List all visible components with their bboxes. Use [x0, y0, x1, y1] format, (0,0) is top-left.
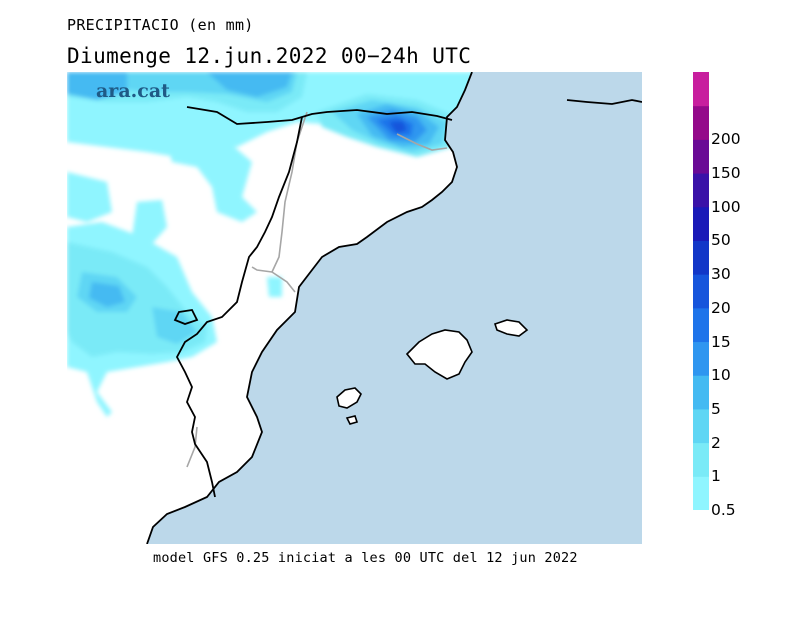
map-title: PRECIPITACIO (en mm) — [67, 16, 254, 34]
legend-swatch — [693, 173, 709, 208]
model-footer: model GFS 0.25 iniciat a les 00 UTC del … — [153, 550, 578, 566]
precipitation-legend — [693, 72, 709, 510]
legend-swatch — [693, 442, 709, 477]
legend-label: 0.5 — [711, 501, 736, 519]
legend-swatch — [693, 341, 709, 376]
legend-label: 100 — [711, 197, 741, 216]
coastlines — [146, 72, 642, 544]
legend-label: 20 — [711, 298, 731, 317]
legend-label: 15 — [711, 332, 731, 351]
legend-swatch — [693, 375, 709, 410]
legend-label: 150 — [711, 164, 741, 183]
legend-label: 10 — [711, 366, 731, 385]
legend-swatch — [693, 105, 709, 140]
legend-swatch — [693, 476, 709, 510]
legend-swatch — [693, 139, 709, 174]
legend-label: 2 — [711, 433, 721, 452]
legend-label: 5 — [711, 399, 721, 418]
precipitation-map — [67, 72, 642, 544]
balearic-islands — [336, 319, 529, 425]
legend-swatch — [693, 206, 709, 241]
legend-label: 30 — [711, 265, 731, 284]
legend-label: 200 — [711, 130, 741, 149]
regional-borders — [186, 111, 448, 468]
legend-swatch — [693, 408, 709, 444]
sea-area — [147, 72, 642, 544]
map-subtitle: Diumenge 12.jun.2022 00−24h UTC — [67, 44, 472, 68]
legend-swatch — [693, 307, 709, 343]
legend-label: 1 — [711, 467, 721, 486]
legend-swatch — [693, 274, 709, 309]
legend-label: 50 — [711, 231, 731, 250]
legend-swatch — [693, 240, 709, 275]
legend-swatch — [693, 72, 709, 107]
ara-cat-logo: ara.cat — [96, 80, 170, 102]
